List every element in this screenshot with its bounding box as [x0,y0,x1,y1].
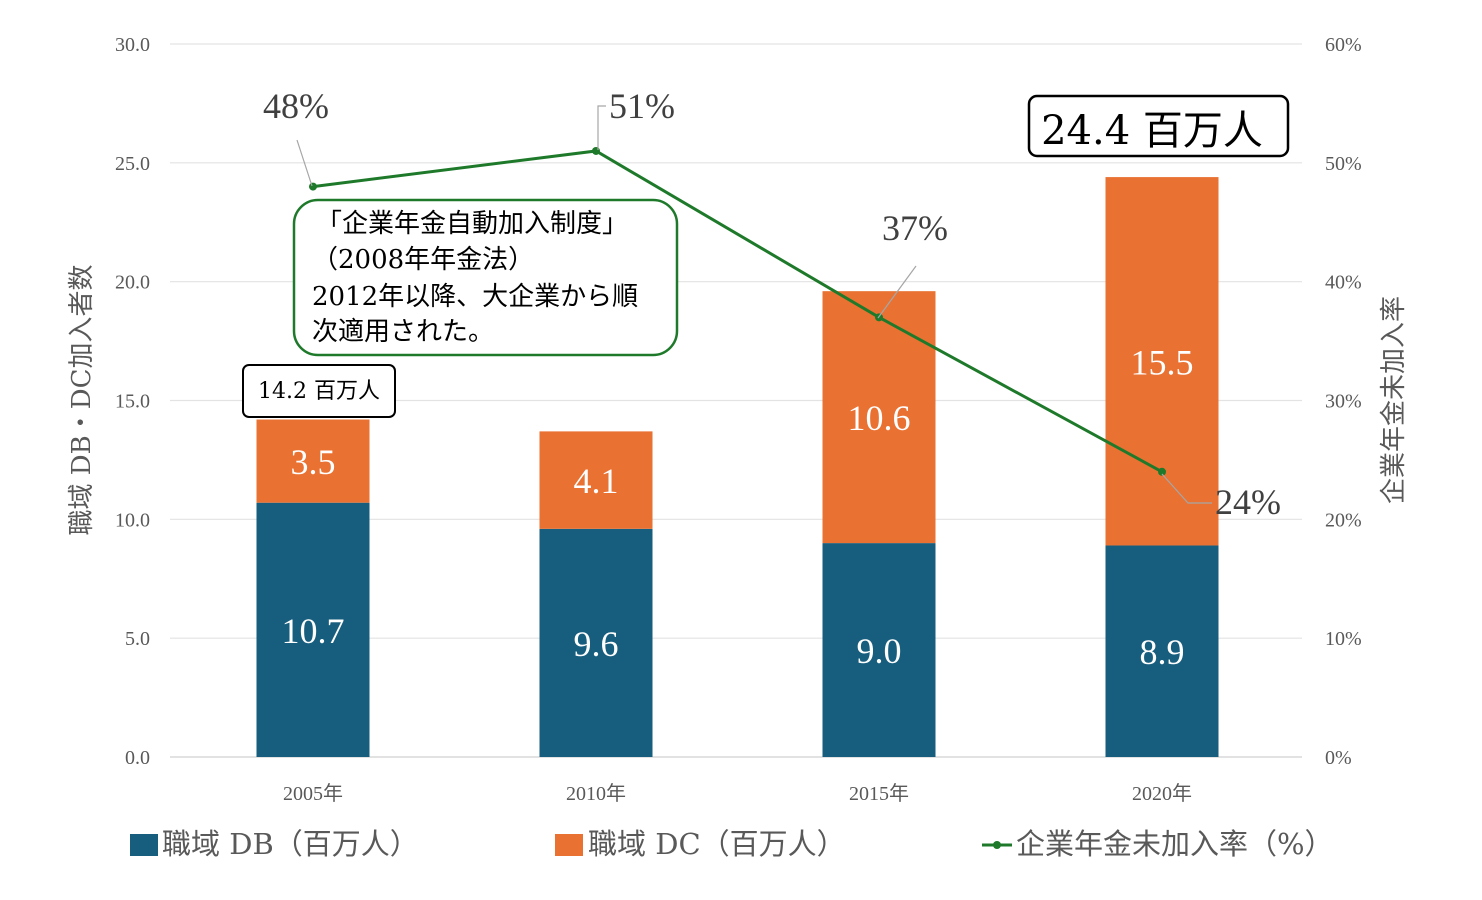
note-line-2: （2008年年金法） [312,245,534,275]
rate-line: 48% 51% 37% 24% [263,86,1281,522]
legend-swatch-db [130,834,158,856]
bar-value-label: 15.5 [1131,342,1194,382]
bar-value-label: 10.7 [282,611,345,651]
rate-leader-line [1161,473,1212,504]
total-2020-label: 24.4 百万人 [1041,108,1263,154]
bar-db [539,528,653,757]
rate-label: 48% [263,86,329,126]
rate-line-path [312,149,1163,474]
bar-db [822,543,936,757]
y-tick-label: 25.0 [115,153,150,175]
x-tick-label: 2015年 [849,782,909,805]
rate-label: 24% [1215,482,1281,522]
rate-label: 51% [609,86,675,126]
total-2020-box [1027,94,1290,158]
y-axis-label: 職域 DB・DC加入者数 [67,265,97,536]
total-2005-label: 14.2 百万人 [258,379,380,404]
rate-point [592,146,600,155]
y-tick-label: 15.0 [115,391,150,413]
y2-tick-label: 40% [1325,272,1362,294]
rate-point [309,182,317,191]
bar-value-label: 4.1 [574,461,619,501]
bar-db [256,502,370,757]
rate-point [1158,467,1166,476]
bar-dc [539,431,653,529]
rate-leader-line [597,105,606,150]
bar-value-label: 8.9 [1140,632,1185,672]
bars: 10.7 3.5 9.6 4.1 9.0 10.6 8.9 15.5 [256,177,1219,757]
bar-value-label: 3.5 [291,442,336,482]
bar-db [1105,545,1219,757]
axis-ticks: 0.0 5.0 10.0 15.0 20.0 25.0 30.0 0% 10% 20% 30% 40%… [115,34,1362,805]
rate-leader-line [877,265,917,319]
bar-value-label: 9.0 [857,631,902,671]
note-line-3: 2012年以降、大企業から順 [312,282,638,312]
y2-tick-label: 0% [1325,747,1352,769]
rate-label: 37% [882,208,948,248]
y2-axis-label: 企業年金未加入率 [1379,296,1409,504]
y-tick-label: 5.0 [125,628,150,650]
y-tick-label: 20.0 [115,272,150,294]
x-tick-label: 2010年 [566,782,626,805]
bar-dc [1105,177,1219,546]
legend-swatch-dc [555,834,583,856]
legend-marker-rate [993,841,1001,849]
y2-tick-label: 20% [1325,509,1362,531]
total-2005-box [242,364,396,418]
legend-label-rate: 企業年金未加入率（%） [1016,827,1334,861]
y-tick-label: 10.0 [115,509,150,531]
y2-tick-label: 30% [1325,391,1362,413]
note-line-4: 次適用された。 [312,317,494,347]
x-tick-label: 2005年 [283,782,343,805]
bar-value-label: 10.6 [848,398,911,438]
bar-dc [822,291,936,544]
rate-leader-line [296,139,313,187]
y-tick-label: 30.0 [115,34,150,56]
y2-tick-label: 60% [1325,34,1362,56]
y-tick-label: 0.0 [125,747,150,769]
bar-dc [256,419,370,503]
y2-tick-label: 10% [1325,628,1362,650]
legend-label-dc: 職域 DC（百万人） [588,827,846,861]
legend-label-db: 職域 DB（百万人） [162,827,419,861]
x-tick-label: 2020年 [1132,782,1192,805]
y2-tick-label: 50% [1325,153,1362,175]
note-callout [292,198,679,357]
bar-value-label: 9.6 [574,624,619,664]
note-line-1: 「企業年金自動加入制度」 [316,209,628,239]
